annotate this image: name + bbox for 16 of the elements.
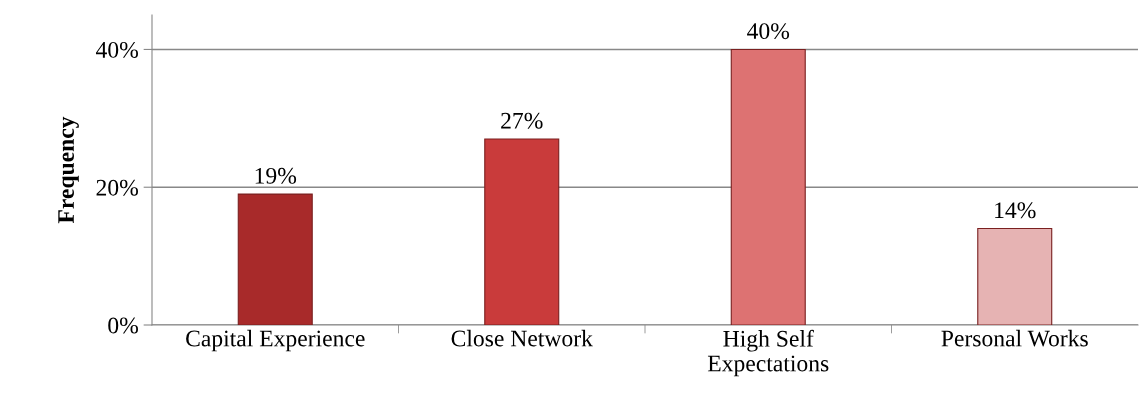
bar bbox=[484, 138, 560, 325]
bar bbox=[977, 228, 1053, 325]
data-label: 14% bbox=[995, 202, 1036, 219]
data-label: 40% bbox=[747, 23, 790, 40]
x-tick-label: Close Network bbox=[451, 329, 593, 347]
bar bbox=[237, 193, 313, 325]
y-tick-label: 40% bbox=[95, 41, 138, 58]
data-label: 27% bbox=[501, 112, 543, 129]
x-tick-label: High Self Expectations bbox=[707, 329, 829, 377]
y-axis-title: Frequency bbox=[58, 116, 79, 224]
x-tick-label: Capital Experience bbox=[186, 329, 365, 352]
data-label: 19% bbox=[255, 167, 297, 184]
y-tick-label: 20% bbox=[96, 179, 138, 196]
bar bbox=[730, 48, 806, 325]
x-tick-label: Personal Works bbox=[941, 329, 1088, 347]
y-tick-label: 0% bbox=[108, 317, 138, 334]
